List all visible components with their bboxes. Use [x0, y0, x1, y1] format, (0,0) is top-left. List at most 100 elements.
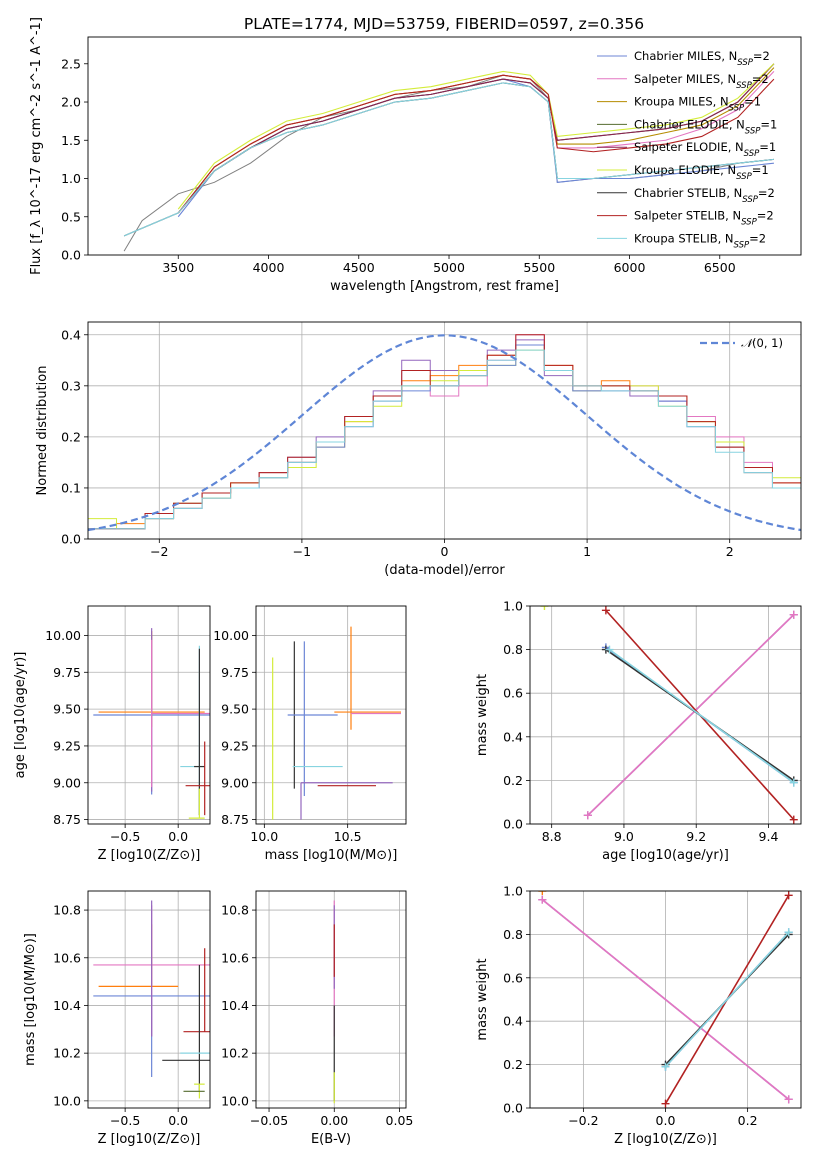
mass-vs-z-plot — [93, 900, 210, 1099]
x-tick-label: −0.5 — [110, 829, 140, 844]
x-tick-label: 4000 — [253, 260, 285, 275]
model-spectrum-line — [123, 82, 774, 237]
x-tick-label: 3500 — [162, 260, 194, 275]
legend-entry: Chabrier MILES, NSSP=2 — [634, 49, 770, 68]
weight-vs-age-axes — [526, 605, 801, 828]
weight-marker — [538, 891, 547, 895]
legend-entry: Kroupa STELIB, NSSP=2 — [634, 231, 766, 250]
x-tick-label: 4500 — [343, 260, 375, 275]
weight-vs-z-plot — [538, 891, 793, 1108]
y-tick-label: 9.25 — [221, 738, 249, 753]
y-axis-label: Normed distribution — [35, 366, 50, 496]
weight-line — [664, 931, 790, 1068]
residuals-frame — [87, 321, 802, 540]
x-axis-label: Z [log10(Z/Z⊙)] — [98, 848, 201, 863]
weight-marker — [540, 606, 549, 610]
y-tick-label: 10.4 — [221, 998, 249, 1013]
weight-marker — [789, 815, 798, 824]
x-tick-label: −2 — [150, 544, 168, 559]
x-tick-label: 9.2 — [686, 829, 706, 844]
y-tick-label: 0.2 — [503, 1057, 523, 1072]
x-tick-label: 2 — [726, 544, 734, 559]
y-tick-label: 9.00 — [53, 775, 81, 790]
y-tick-label: 8.75 — [53, 812, 81, 827]
weight-marker — [784, 891, 793, 900]
weight-vs-z-frame — [529, 890, 802, 1109]
y-tick-label: 0.8 — [503, 642, 523, 657]
model-spectrum-line — [177, 74, 775, 214]
mass-vs-ebv-axes — [252, 891, 406, 1112]
model-spectrum-line — [177, 63, 775, 210]
y-tick-label: 1.0 — [503, 599, 523, 614]
y-tick-label: 0.1 — [61, 480, 81, 495]
age-vs-z-frame — [87, 605, 211, 825]
y-axis-label: age [log10(age/yr)] — [13, 652, 28, 779]
y-axis-label: mass [log10(M/M⊙)] — [23, 933, 38, 1066]
y-tick-label: 9.00 — [221, 775, 249, 790]
x-axis-label: E(B-V) — [311, 1132, 351, 1147]
spectrum-frame — [87, 36, 802, 256]
y-tick-label: 0.6 — [503, 970, 523, 985]
x-tick-label: −1 — [293, 544, 311, 559]
y-tick-label: 10.2 — [221, 1046, 249, 1061]
x-axis-label: age [log10(age/yr)] — [602, 848, 729, 863]
y-tick-label: 0.0 — [503, 817, 523, 832]
x-tick-label: −0.5 — [110, 1113, 140, 1128]
weight-line — [541, 899, 790, 1100]
y-tick-label: 8.75 — [221, 812, 249, 827]
y-tick-label: 0.8 — [503, 927, 523, 942]
x-axis-label: Z [log10(Z/Z⊙)] — [98, 1132, 201, 1147]
y-tick-label: 2.5 — [61, 56, 81, 71]
x-tick-label: −0.05 — [250, 1113, 288, 1128]
x-tick-label: 6000 — [614, 260, 646, 275]
y-axis-label: mass weight — [475, 674, 490, 756]
legend-entry: Salpeter STELIB, NSSP=2 — [634, 209, 774, 228]
y-tick-label: 9.75 — [221, 665, 249, 680]
y-tick-label: 10.8 — [53, 903, 81, 918]
weight-marker — [605, 645, 614, 654]
legend-entry: Salpeter ELODIE, NSSP=1 — [634, 140, 776, 159]
x-tick-label: 0.05 — [386, 1113, 414, 1128]
y-axis-label: mass weight — [475, 958, 490, 1040]
residuals-plot — [88, 334, 801, 532]
x-tick-label: 0.0 — [168, 1113, 188, 1128]
y-tick-label: 1.0 — [503, 884, 523, 899]
y-tick-label: 10.00 — [45, 628, 81, 643]
spectrum-legend: Chabrier MILES, NSSP=2 Salpeter MILES, NS… — [597, 49, 777, 250]
weight-marker — [789, 778, 798, 787]
y-axis-label: Flux [f_λ 10^-17 erg cm^-2 s^-1 A^-1] — [29, 17, 44, 275]
weight-vs-age-frame — [529, 605, 802, 825]
weight-marker — [784, 928, 793, 937]
x-tick-label: 0.00 — [320, 1113, 348, 1128]
weight-line — [609, 648, 795, 784]
weight-marker — [601, 606, 610, 615]
y-tick-label: 0.5 — [61, 209, 81, 224]
mass-vs-ebv-frame — [255, 890, 407, 1109]
weight-marker — [538, 895, 547, 904]
x-axis-label: (data-model)/error — [384, 563, 505, 578]
x-tick-label: 0 — [441, 544, 449, 559]
x-tick-label: 5000 — [433, 260, 465, 275]
weight-line — [587, 614, 795, 816]
y-tick-label: 1.5 — [61, 133, 81, 148]
x-axis-label: mass [log10(M/M⊙)] — [265, 848, 398, 863]
weight-vs-z-axes — [526, 890, 801, 1112]
x-tick-label: 0.0 — [168, 829, 188, 844]
y-tick-label: 2.0 — [61, 95, 81, 110]
y-tick-label: 0.3 — [61, 378, 81, 393]
y-tick-label: 0.2 — [61, 429, 81, 444]
spectrum-axes — [84, 63, 721, 259]
y-tick-label: 0.6 — [503, 686, 523, 701]
x-tick-label: 1 — [583, 544, 591, 559]
y-tick-label: 0.4 — [503, 1014, 523, 1029]
y-tick-label: 10.4 — [53, 998, 81, 1013]
y-tick-label: 0.0 — [61, 248, 81, 263]
age-vs-z-plot — [93, 628, 210, 819]
y-tick-label: 10.0 — [221, 1093, 249, 1108]
weight-marker — [789, 610, 798, 619]
legend-entry: 𝒩(0, 1) — [741, 336, 783, 350]
legend-entry: Salpeter MILES, NSSP=2 — [634, 72, 769, 91]
y-tick-label: 10.00 — [213, 628, 249, 643]
legend-entry: Chabrier STELIB, NSSP=2 — [634, 186, 775, 205]
